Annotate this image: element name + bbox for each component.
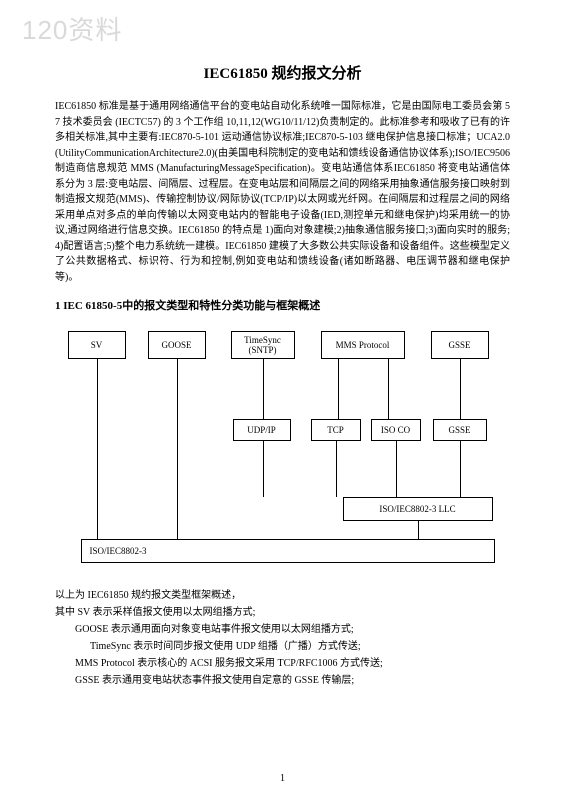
line-llc-down: [418, 521, 419, 539]
desc-line-2: 其中 SV 表示采样值报文使用以太网组播方式;: [55, 604, 510, 621]
line-isoco-down: [396, 441, 397, 497]
document-title: IEC61850 规约报文分析: [55, 62, 510, 83]
box-tcp: TCP: [311, 419, 361, 441]
line-gsse-down: [460, 441, 461, 497]
box-mms: MMS Protocol: [321, 331, 405, 359]
line-goose: [177, 359, 178, 539]
box-gsse: GSSE: [431, 331, 489, 359]
line-timesync: [263, 359, 264, 419]
box-sv: SV: [68, 331, 126, 359]
box-llc: ISO/IEC8802-3 LLC: [343, 497, 493, 521]
page-content: IEC61850 规约报文分析 IEC61850 标准是基于通用网络通信平台的变…: [0, 0, 565, 689]
watermark: 120资料: [22, 10, 122, 47]
box-goose: GOOSE: [148, 331, 206, 359]
line-udpip-down: [263, 441, 264, 497]
intro-paragraph: IEC61850 标准是基于通用网络通信平台的变电站自动化系统唯一国际标准，它是…: [55, 99, 510, 285]
line-gsse: [460, 359, 461, 419]
line-tcp-down: [336, 441, 337, 497]
architecture-diagram: SV GOOSE TimeSync (SNTP) MMS Protocol GS…: [63, 323, 503, 573]
box-gsse2: GSSE: [433, 419, 487, 441]
page-number: 1: [0, 773, 565, 784]
line-sv: [97, 359, 98, 539]
section-heading: 1 IEC 61850-5中的报文类型和特性分类功能与框架概述: [55, 297, 510, 313]
box-timesync: TimeSync (SNTP): [231, 331, 295, 359]
box-isoco: ISO CO: [371, 419, 421, 441]
desc-line-3: GOOSE 表示通用面向对象变电站事件报文使用以太网组播方式;: [55, 621, 510, 638]
line-mms-iso: [388, 359, 389, 419]
desc-line-1: 以上为 IEC61850 规约报文类型框架概述，: [55, 587, 510, 604]
box-8802-3: ISO/IEC8802-3: [81, 539, 495, 563]
diagram-description: 以上为 IEC61850 规约报文类型框架概述， 其中 SV 表示采样值报文使用…: [55, 587, 510, 689]
desc-line-6: GSSE 表示通用变电站状态事件报文使用自定意的 GSSE 传输层;: [55, 672, 510, 689]
line-mms-tcp: [338, 359, 339, 419]
box-udpip: UDP/IP: [233, 419, 291, 441]
desc-line-4: TimeSync 表示时间同步报文使用 UDP 组播（广播）方式传送;: [55, 638, 510, 655]
desc-line-5: MMS Protocol 表示核心的 ACSI 服务报文采用 TCP/RFC10…: [55, 655, 510, 672]
